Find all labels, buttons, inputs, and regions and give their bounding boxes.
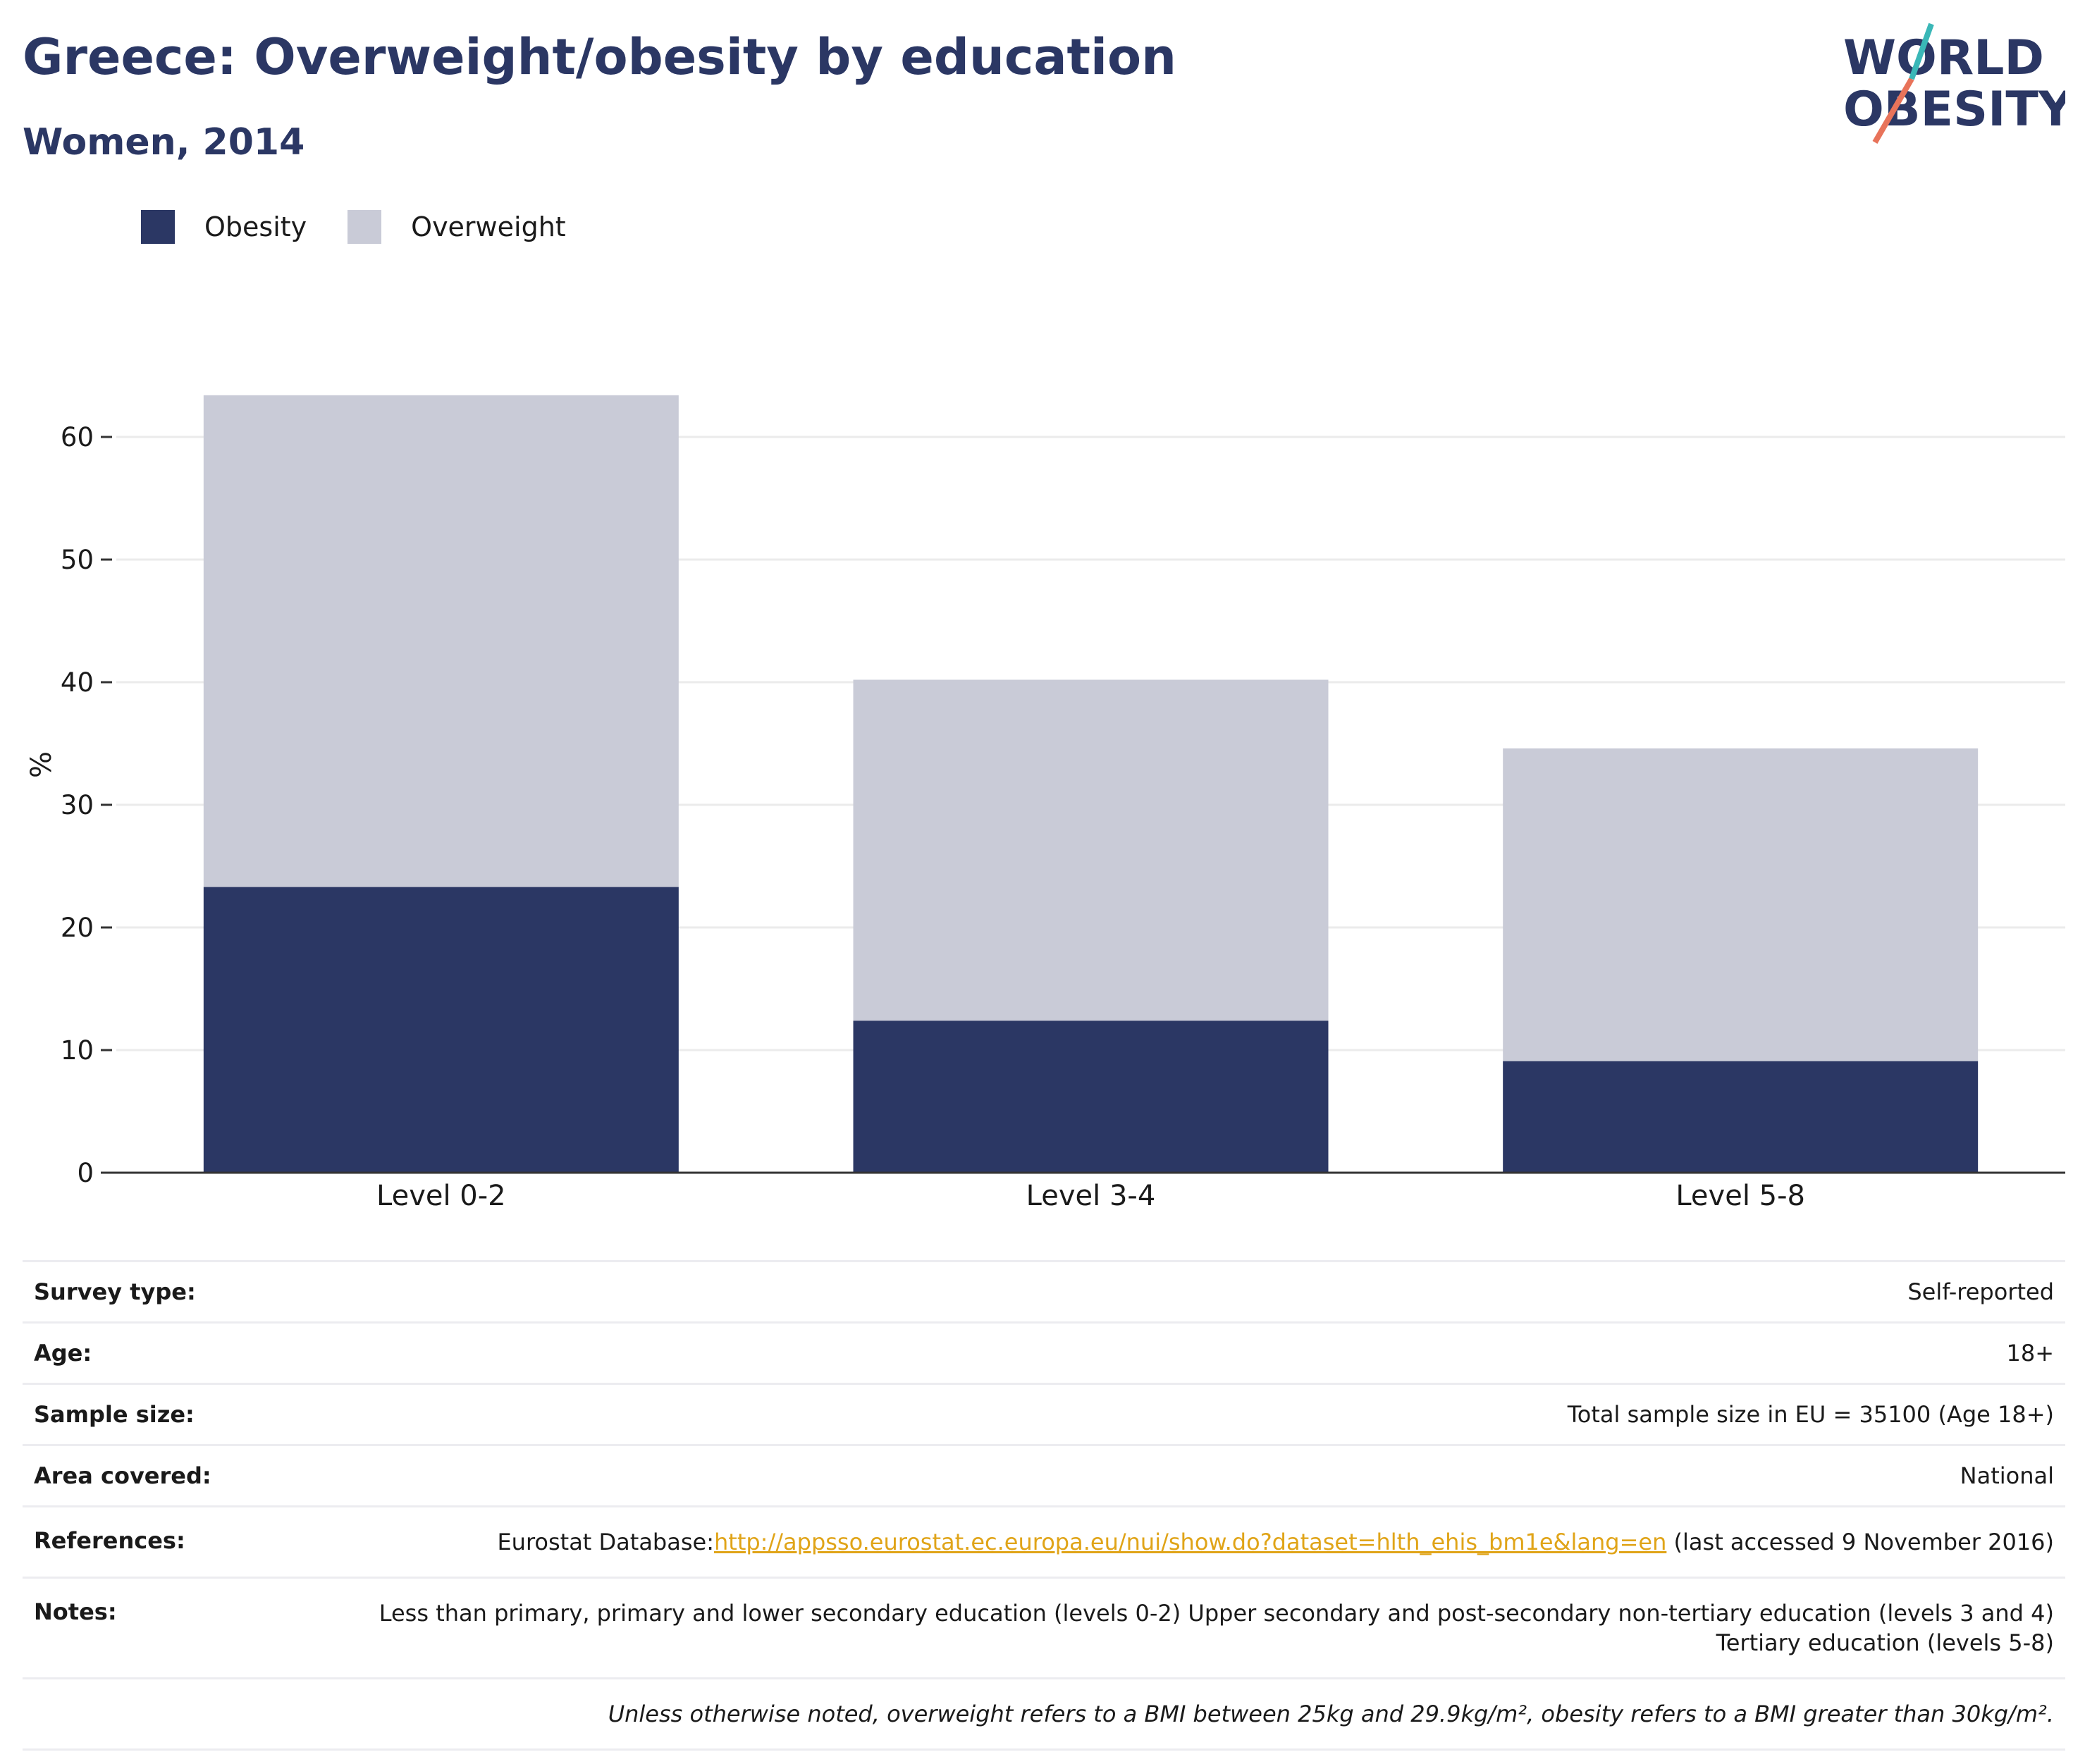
y-tick-label: 40 bbox=[61, 667, 94, 698]
info-label: Age: bbox=[34, 1340, 92, 1367]
y-tick-label: 50 bbox=[61, 545, 94, 575]
logo-slash-teal bbox=[1909, 23, 1934, 80]
bar-overweight-1 bbox=[203, 395, 679, 887]
y-tick-label: 0 bbox=[77, 1158, 94, 1188]
bar-obesity-2 bbox=[853, 1020, 1329, 1173]
info-row-sample-size: Sample size: Total sample size in EU = 3… bbox=[23, 1383, 2065, 1444]
info-row-area-covered: Area covered: National bbox=[23, 1444, 2065, 1505]
page-subtitle: Women, 2014 bbox=[23, 121, 305, 164]
logo-line1: WORLD bbox=[1843, 30, 2044, 86]
y-tick-label: 20 bbox=[61, 913, 94, 943]
references-suffix: (last accessed 9 November 2016) bbox=[1666, 1529, 2054, 1555]
legend-label-overweight: Overweight bbox=[411, 211, 566, 242]
bar-obesity-3 bbox=[1503, 1061, 1979, 1173]
world-obesity-logo: WORLD OBESITY bbox=[1843, 23, 2065, 144]
info-label: References: bbox=[34, 1527, 185, 1554]
x-tick-label: Level 5-8 bbox=[1675, 1180, 1805, 1212]
legend-label-obesity: Obesity bbox=[204, 211, 307, 242]
legend-item-overweight[interactable]: Overweight bbox=[348, 210, 566, 244]
legend-item-obesity[interactable]: Obesity bbox=[141, 210, 307, 244]
page-title: Greece: Overweight/obesity by education bbox=[23, 28, 1176, 86]
y-tick-label: 60 bbox=[61, 422, 94, 452]
y-tick-label: 10 bbox=[61, 1035, 94, 1066]
info-row-references: References: Eurostat Database:http://app… bbox=[23, 1505, 2065, 1577]
chart-legend: Obesity Overweight bbox=[141, 209, 607, 245]
info-row-notes: Notes: Less than primary, primary and lo… bbox=[23, 1577, 2065, 1677]
legend-swatch-overweight bbox=[348, 210, 382, 244]
info-table: Survey type: Self-reported Age: 18+ Samp… bbox=[23, 1260, 2065, 1751]
info-row-age: Age: 18+ bbox=[23, 1321, 2065, 1383]
info-value: Total sample size in EU = 35100 (Age 18+… bbox=[1567, 1401, 2054, 1428]
x-tick-label: Level 3-4 bbox=[1026, 1180, 1156, 1212]
info-value: Eurostat Database:http://appsso.eurostat… bbox=[497, 1527, 2054, 1557]
info-value: National bbox=[1960, 1462, 2054, 1489]
logo-slash-coral bbox=[1872, 77, 1914, 144]
footnote: Unless otherwise noted, overweight refer… bbox=[608, 1701, 2054, 1727]
info-label: Area covered: bbox=[34, 1462, 211, 1489]
info-row-footnote: Unless otherwise noted, overweight refer… bbox=[23, 1677, 2065, 1751]
references-prefix: Eurostat Database: bbox=[497, 1529, 714, 1555]
legend-swatch-obesity bbox=[141, 210, 175, 244]
bar-overweight-3 bbox=[1503, 748, 1979, 1061]
stacked-bar-chart: 0 10 20 30 40 50 60% Level 0-2 Level 3-4 Level 5-… bbox=[25, 395, 2065, 1212]
x-tick-label: Level 0-2 bbox=[376, 1180, 506, 1212]
y-axis-label: % bbox=[25, 751, 58, 778]
info-row-survey-type: Survey type: Self-reported bbox=[23, 1260, 2065, 1321]
info-label: Sample size: bbox=[34, 1401, 195, 1428]
info-value: Self-reported bbox=[1907, 1278, 2054, 1305]
bar-obesity-1 bbox=[203, 887, 679, 1173]
y-tick-label: 30 bbox=[61, 790, 94, 820]
info-value: 18+ bbox=[2006, 1340, 2054, 1367]
info-value: Less than primary, primary and lower sec… bbox=[379, 1600, 2054, 1656]
info-label: Survey type: bbox=[34, 1278, 196, 1305]
eurostat-link[interactable]: http://appsso.eurostat.ec.europa.eu/nui/… bbox=[713, 1529, 1667, 1555]
info-label: Notes: bbox=[34, 1598, 117, 1625]
bar-overweight-2 bbox=[853, 679, 1329, 1021]
